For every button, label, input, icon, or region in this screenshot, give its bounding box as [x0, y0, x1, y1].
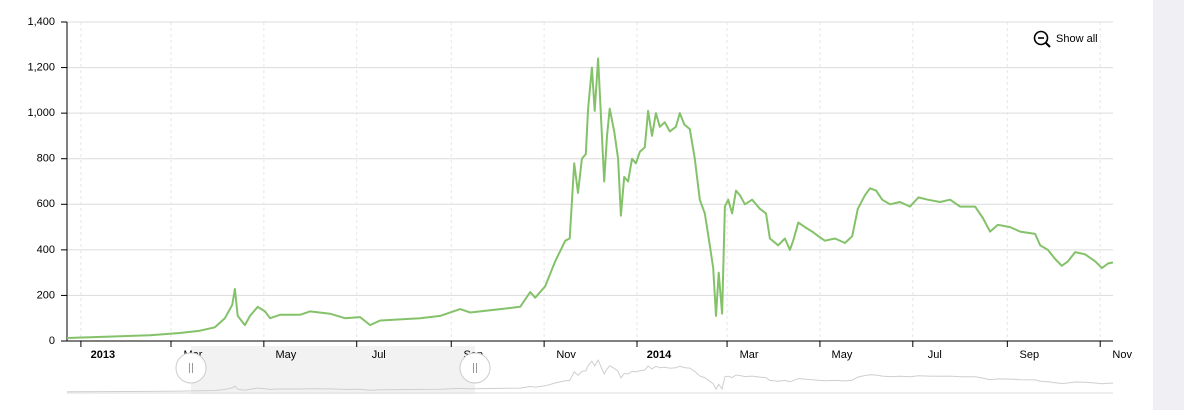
- zoom-icon-handle: [1045, 42, 1051, 48]
- x-tick-label: Nov: [1112, 349, 1132, 361]
- grid: [67, 21, 1113, 342]
- y-tick-label: 200: [37, 289, 55, 301]
- x-tick-label: 2013: [91, 349, 115, 361]
- preview-line: [66, 358, 1114, 393]
- show-all-label[interactable]: Show all: [1056, 33, 1098, 45]
- y-tick-label: 400: [37, 244, 55, 256]
- x-tick-label: Jul: [928, 349, 942, 361]
- x-tick-label: Mar: [740, 349, 759, 361]
- x-tick-label: May: [832, 349, 853, 361]
- x-tick-label: Sep: [1020, 349, 1040, 361]
- x-tick-label: 2014: [647, 349, 672, 361]
- scrollbar-selection[interactable]: [191, 346, 475, 394]
- y-tick-label: 600: [37, 198, 55, 210]
- price-line: [66, 57, 1114, 339]
- scrollbar-handle[interactable]: [175, 352, 207, 384]
- y-tick-label: 1,000: [27, 107, 55, 119]
- zoom-icon: [1033, 30, 1049, 46]
- x-tick-label: Jul: [372, 349, 386, 361]
- y-tick-label: 800: [37, 153, 55, 165]
- y-tick-label: 1,200: [27, 61, 55, 73]
- show-all-button[interactable]: Show all: [1033, 30, 1098, 48]
- scrollbar-handle[interactable]: [459, 352, 491, 384]
- side-panel: [1153, 0, 1184, 410]
- x-tick-label: Nov: [556, 349, 576, 361]
- y-tick-label: 0: [49, 335, 55, 347]
- x-tick-label: May: [275, 349, 296, 361]
- y-tick-label: 1,400: [27, 16, 55, 28]
